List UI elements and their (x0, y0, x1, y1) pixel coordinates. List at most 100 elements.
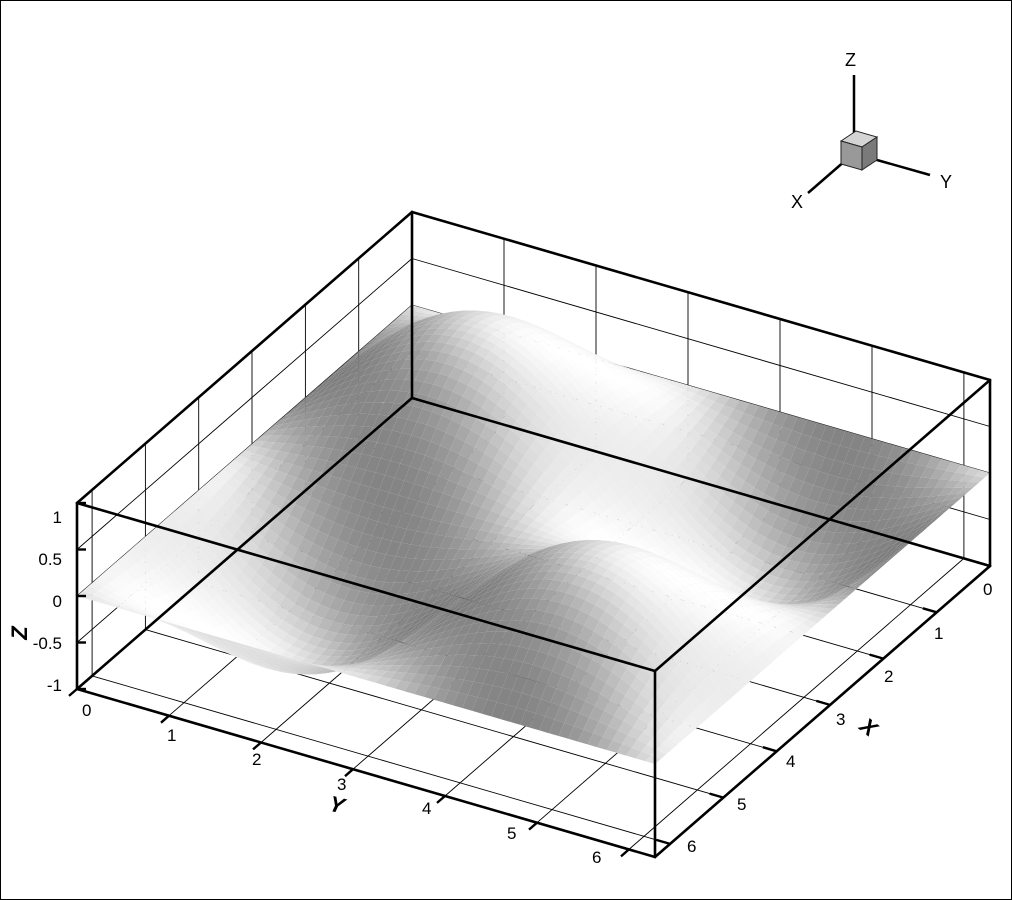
surface-patch (345, 560, 362, 577)
surface-patch (911, 464, 927, 478)
surface-patch (329, 665, 345, 667)
surface-patch (581, 671, 597, 689)
surface-patch (565, 381, 581, 397)
surface-patch (500, 505, 516, 519)
surface-patch (376, 650, 392, 657)
surface-patch (784, 560, 800, 572)
surface-patch (333, 361, 350, 373)
surface-patch (393, 495, 409, 513)
surface-patch (544, 625, 560, 642)
surface-patch (487, 541, 504, 550)
surface-patch (314, 655, 331, 662)
surface-patch (534, 370, 550, 386)
surface-patch (250, 646, 266, 654)
surface-patch (347, 352, 363, 364)
surface-patch (574, 610, 590, 626)
surface-patch (228, 512, 244, 529)
surface-patch (542, 546, 558, 553)
surface-patch (227, 460, 243, 471)
surface-patch (646, 413, 662, 428)
surface-patch (715, 450, 731, 467)
surface-patch (478, 319, 494, 326)
surface-patch (194, 489, 210, 505)
surface-patch (195, 550, 211, 568)
surface-patch (384, 323, 400, 330)
surface-patch (431, 342, 447, 352)
surface-patch (222, 465, 238, 477)
surface-patch (545, 362, 561, 376)
surface-patch (430, 655, 447, 666)
surface-patch (279, 596, 295, 613)
surface-patch (251, 482, 267, 497)
surface-patch (391, 611, 407, 623)
surface-patch (421, 620, 438, 632)
surface-patch (671, 563, 688, 571)
surface-patch (305, 417, 321, 427)
surface-patch (688, 553, 704, 567)
surface-patch (513, 372, 529, 389)
surface-patch (438, 322, 454, 329)
surface-patch (684, 584, 700, 596)
surface-patch (672, 488, 688, 506)
surface-patch (595, 528, 612, 539)
surface-patch (296, 467, 312, 482)
surface-patch (157, 561, 173, 578)
surface-patch (312, 530, 329, 548)
surface-patch (674, 393, 690, 404)
surface-patch (665, 609, 681, 625)
surface-patch (535, 699, 551, 717)
surface-patch (368, 642, 384, 652)
surface-patch (843, 581, 860, 590)
box-edge (75, 501, 657, 673)
surface-patch (203, 583, 219, 600)
surface-patch (328, 425, 344, 437)
surface-patch (730, 652, 746, 670)
surface-patch (352, 439, 368, 454)
surface-patch (255, 435, 271, 442)
surface-patch (753, 637, 769, 652)
z-tick-label: 1 (53, 508, 62, 527)
surface-patch (468, 605, 484, 618)
surface-patch (152, 565, 168, 581)
surface-patch (687, 670, 703, 688)
surface-patch (603, 508, 619, 523)
surface-patch (887, 547, 903, 560)
surface-patch (395, 314, 411, 320)
surface-patch (498, 583, 515, 594)
surface-patch (385, 645, 401, 654)
surface-patch (272, 663, 288, 668)
surface-patch (562, 423, 578, 441)
surface-patch (374, 567, 390, 582)
surface-patch (233, 455, 249, 465)
surface-patch (475, 566, 491, 576)
surface-patch (912, 510, 928, 522)
surface-patch (226, 476, 242, 490)
surface-patch (554, 452, 571, 470)
surface-patch (498, 658, 514, 674)
surface-patch (453, 617, 469, 629)
surface-patch (454, 666, 470, 680)
surface-patch (665, 517, 681, 534)
surface-patch (516, 412, 532, 430)
surface-patch (386, 430, 402, 447)
surface-patch (299, 508, 315, 526)
surface-patch (440, 432, 456, 450)
surface-patch (230, 631, 246, 643)
surface-patch (241, 476, 257, 490)
surface-patch (390, 671, 407, 681)
surface-patch (788, 478, 804, 496)
surface-patch (909, 527, 925, 539)
surface-patch (803, 468, 820, 486)
surface-patch (574, 474, 590, 491)
surface-patch (361, 440, 377, 456)
surface-patch (623, 512, 639, 527)
surface-patch (260, 487, 276, 503)
surface-patch (216, 549, 232, 567)
surface-patch (555, 510, 571, 522)
surface-patch (814, 604, 830, 608)
surface-patch (552, 657, 568, 675)
surface-patch (626, 547, 642, 553)
surface-patch (927, 501, 943, 511)
surface-patch (836, 567, 852, 578)
surface-patch (169, 624, 185, 631)
